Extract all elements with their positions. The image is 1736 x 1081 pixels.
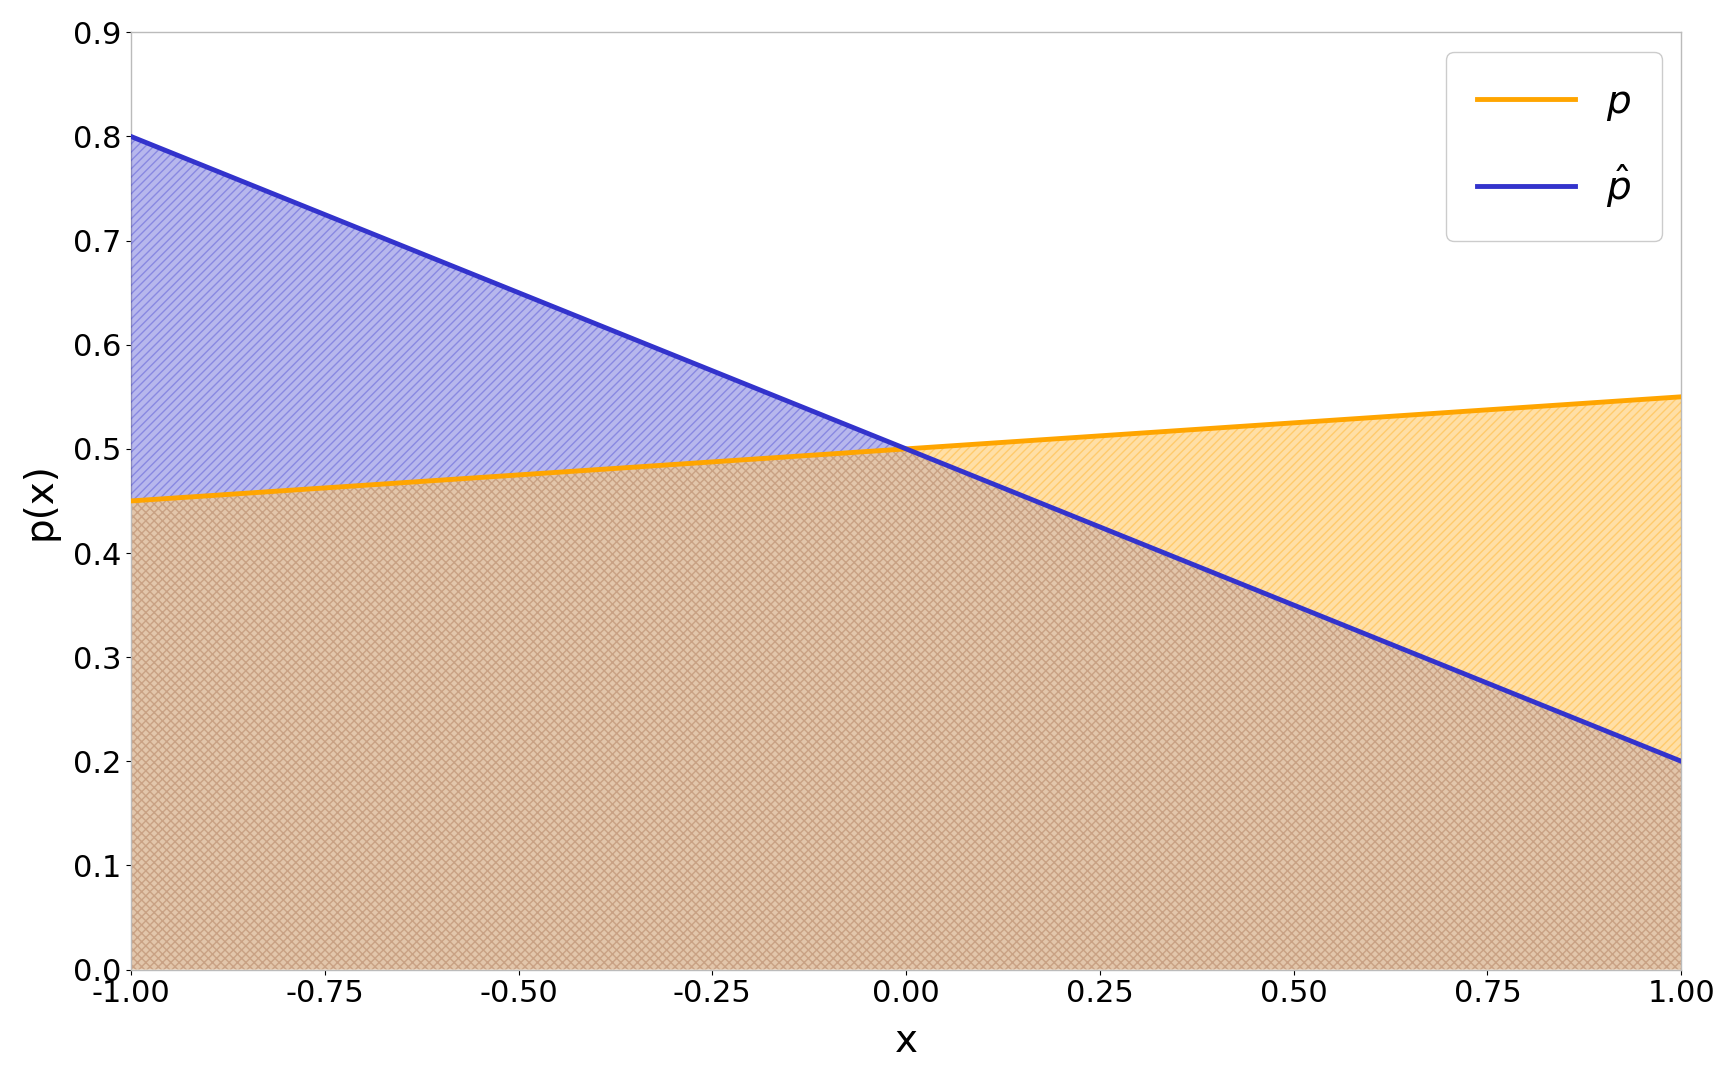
$p$ [120, 494, 141, 507]
$p$ [833, 446, 854, 459]
$p$ [1627, 393, 1647, 406]
Line: $\hat{p}$: $\hat{p}$ [130, 136, 1680, 761]
Line: $p$: $p$ [130, 397, 1680, 501]
$p$ [1342, 413, 1363, 426]
$\hat{p}$ [1627, 736, 1647, 749]
$\hat{p}$ [1342, 622, 1363, 635]
X-axis label: x: x [894, 1023, 918, 1060]
$\hat{p}$ [200, 162, 220, 175]
$p$ [875, 444, 896, 457]
Y-axis label: p(x): p(x) [21, 462, 59, 539]
$p$ [1670, 390, 1691, 403]
$\hat{p}$ [120, 130, 141, 143]
$p$ [1625, 393, 1646, 406]
Legend: $p$, $\hat{p}$: $p$, $\hat{p}$ [1446, 52, 1661, 241]
$\hat{p}$ [833, 417, 854, 430]
$\hat{p}$ [1670, 755, 1691, 768]
$p$ [200, 489, 220, 502]
$\hat{p}$ [875, 433, 896, 446]
$\hat{p}$ [1625, 736, 1646, 749]
